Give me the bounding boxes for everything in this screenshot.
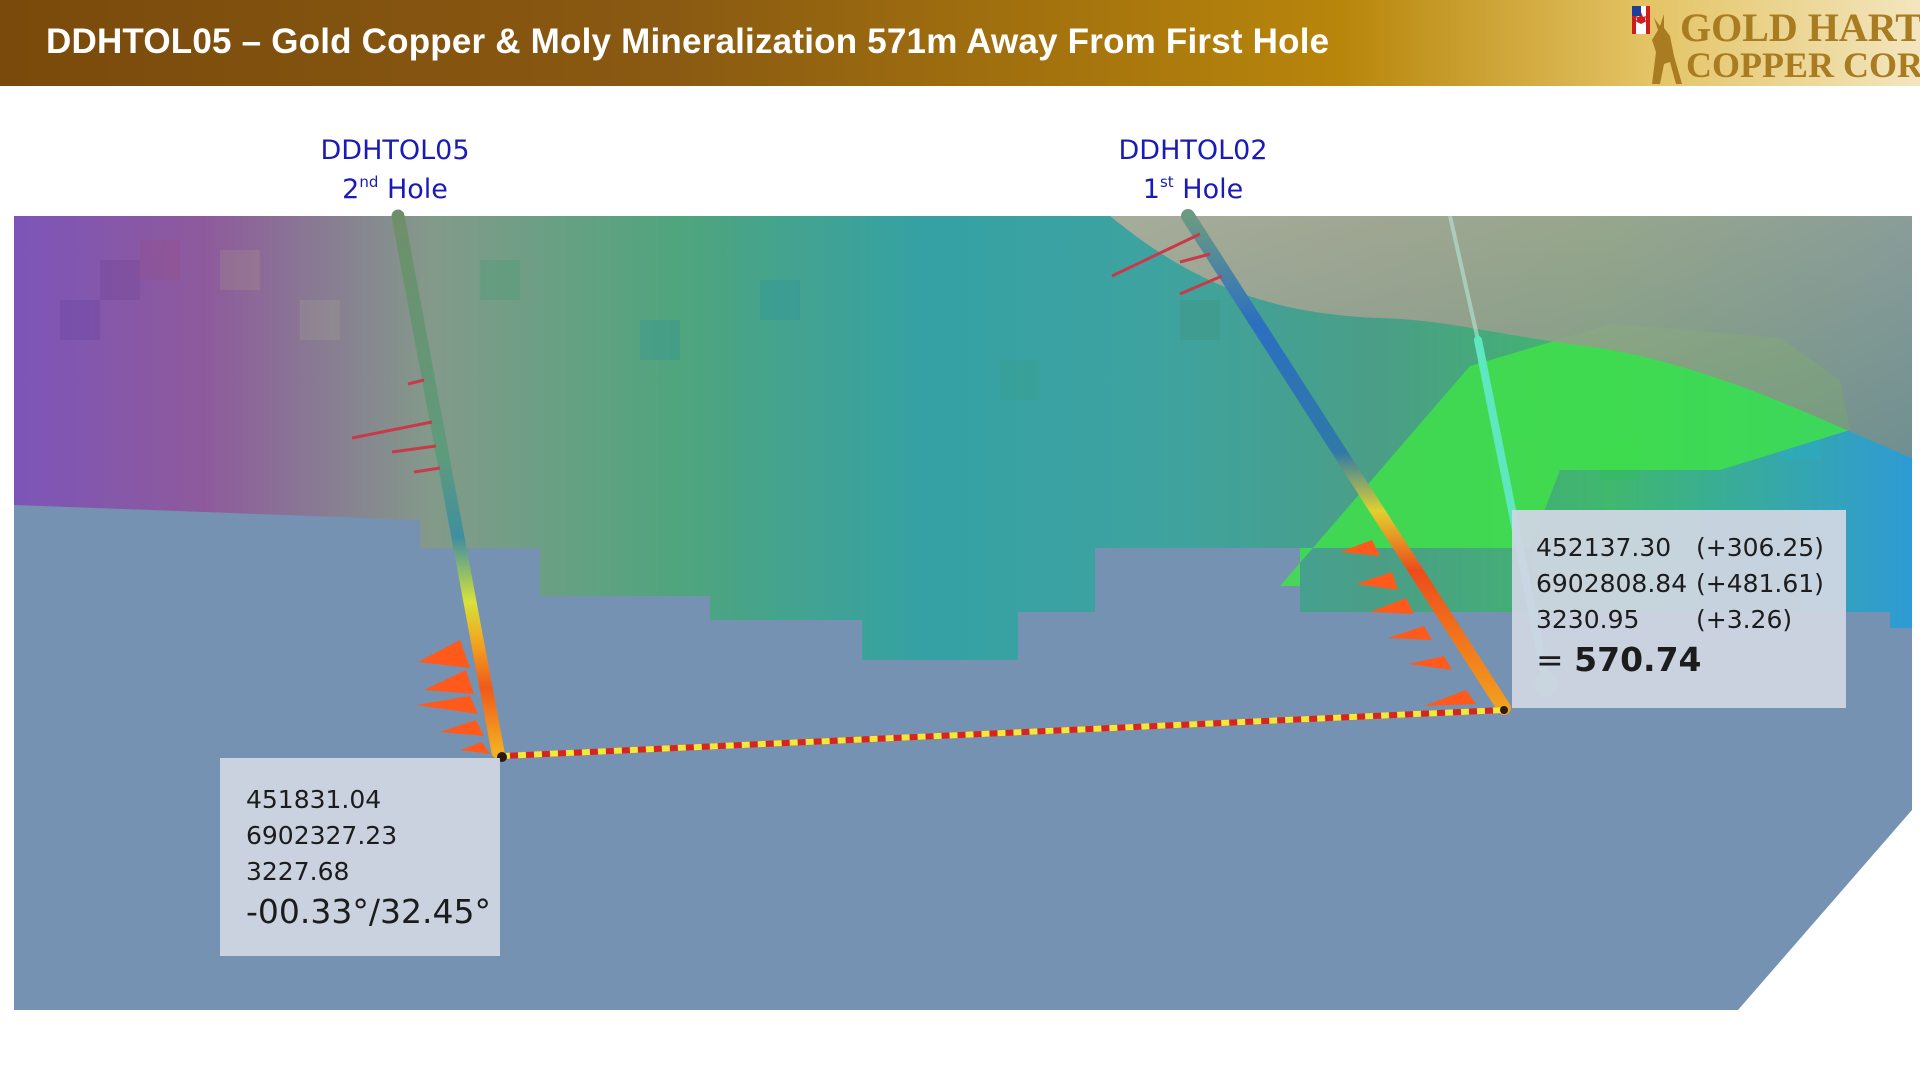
elevation-row: 3230.95 (+3.26)	[1536, 602, 1846, 638]
hole-ordinal: 2nd Hole	[342, 173, 448, 205]
northing-row: 6902808.84 (+481.61)	[1536, 566, 1846, 602]
elevation-delta: (+3.26)	[1696, 605, 1793, 634]
measure-end-point	[1500, 706, 1508, 714]
hole-label-ddhtol05: DDHTOL05 2nd Hole	[245, 131, 545, 209]
easting-delta: (+306.25)	[1696, 533, 1824, 562]
easting-row: 452137.30 (+306.25)	[1536, 530, 1846, 566]
page-title: DDHTOL05 – Gold Copper & Moly Mineraliza…	[46, 22, 1330, 61]
assay-histogram-right	[1340, 540, 1476, 706]
assay-ticks-left	[351, 378, 441, 474]
drill-hole-ddhtol05[interactable]	[351, 209, 505, 759]
dip-azimuth-value: -00.33°/32.45°	[246, 892, 491, 931]
coordinates-box-ddhtol02: 452137.30 (+306.25) 6902808.84 (+481.61) 3…	[1512, 510, 1846, 708]
northing-delta: (+481.61)	[1696, 569, 1824, 598]
distance-value: 570.74	[1574, 640, 1702, 679]
distance-row: = 570.74	[1536, 638, 1846, 682]
distance-measure-line[interactable]	[497, 706, 1508, 762]
green-zone	[1280, 324, 1850, 586]
northing-value: 6902808.84	[1536, 569, 1688, 598]
assay-ticks-right	[1111, 232, 1223, 296]
elevation-value: 3227.68	[246, 857, 350, 886]
hole-label-ddhtol02: DDHTOL02 1st Hole	[1043, 131, 1343, 209]
logo-line-1: GOLD HART	[1680, 5, 1920, 50]
northing-value: 6902327.23	[246, 821, 398, 850]
anomaly-mass	[14, 216, 1912, 660]
hole-name: DDHTOL02	[1118, 135, 1268, 166]
easting-value: 452137.30	[1536, 533, 1672, 562]
drill-hole-ddhtol02[interactable]	[1111, 209, 1511, 715]
coordinates-box-ddhtol05: 451831.04 6902327.23 3227.68 -00.33°/32.…	[220, 758, 500, 956]
logo-line-2: COPPER CORP	[1686, 45, 1920, 85]
easting-value: 451831.04	[246, 785, 382, 814]
logo-emblem-icon	[1632, 6, 1682, 84]
hole-name: DDHTOL05	[320, 135, 470, 166]
hole-ordinal: 1st Hole	[1142, 173, 1244, 205]
company-logo: GOLD HART COPPER CORP	[1612, 0, 1920, 86]
assay-histogram-left	[416, 640, 490, 754]
distance-equals: =	[1536, 640, 1564, 679]
topography-surface	[1110, 216, 1912, 458]
elevation-value: 3230.95	[1536, 605, 1640, 634]
header-bar: DDHTOL05 – Gold Copper & Moly Mineraliza…	[0, 0, 1920, 86]
